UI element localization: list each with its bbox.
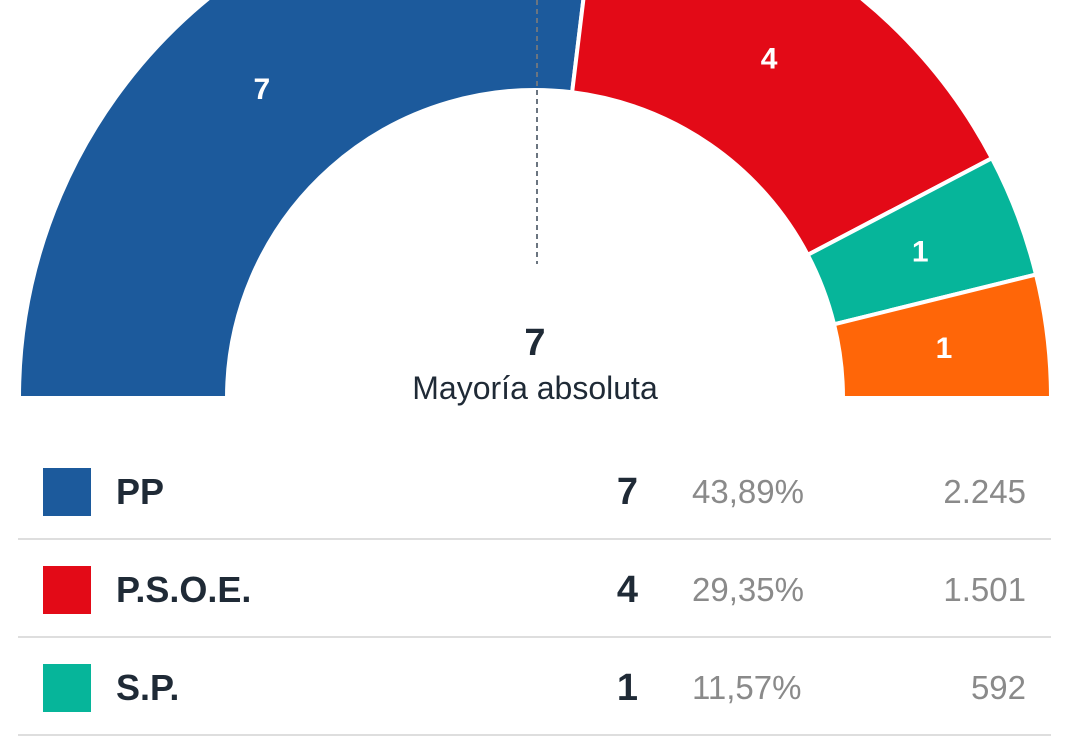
seat-count-label: 7 xyxy=(253,73,270,106)
majority-label: Mayoría absoluta xyxy=(412,370,658,406)
seat-count-label: 1 xyxy=(936,332,953,365)
party-name: P.S.O.E. xyxy=(116,569,252,610)
seat-segments xyxy=(16,0,1054,400)
party-seats: 4 xyxy=(616,569,638,611)
seat-segment xyxy=(569,0,995,258)
party-seats: 1 xyxy=(616,667,638,709)
parliament-chart: 7 4 1 1 xyxy=(16,0,1054,400)
party-name: PP xyxy=(116,471,165,512)
party-percent: 29,35% xyxy=(692,571,804,608)
party-votes: 592 xyxy=(970,669,1026,706)
table-row: PP 7 43,89% 2.245 xyxy=(18,442,1051,540)
majority-seats: 7 xyxy=(524,322,546,364)
table-row: S.P. 1 11,57% 592 xyxy=(18,638,1051,736)
party-votes: 2.245 xyxy=(943,473,1026,510)
party-color-swatch xyxy=(43,664,91,712)
party-percent: 11,57% xyxy=(692,669,802,706)
seat-segment xyxy=(16,0,586,400)
party-color-swatch xyxy=(43,468,91,516)
seat-labels: 7 4 1 1 xyxy=(253,42,952,364)
seat-count-label: 4 xyxy=(761,42,778,75)
party-votes: 1.501 xyxy=(943,571,1026,608)
table-row: P.S.O.E. 4 29,35% 1.501 xyxy=(18,540,1051,638)
seat-segment xyxy=(831,272,1054,400)
party-name: S.P. xyxy=(116,667,180,708)
seat-count-label: 1 xyxy=(912,235,929,268)
party-color-swatch xyxy=(43,566,91,614)
party-seats: 7 xyxy=(616,471,638,513)
party-percent: 43,89% xyxy=(692,473,804,510)
results-table: PP 7 43,89% 2.245 P.S.O.E. 4 29,35% 1.50… xyxy=(18,442,1051,736)
